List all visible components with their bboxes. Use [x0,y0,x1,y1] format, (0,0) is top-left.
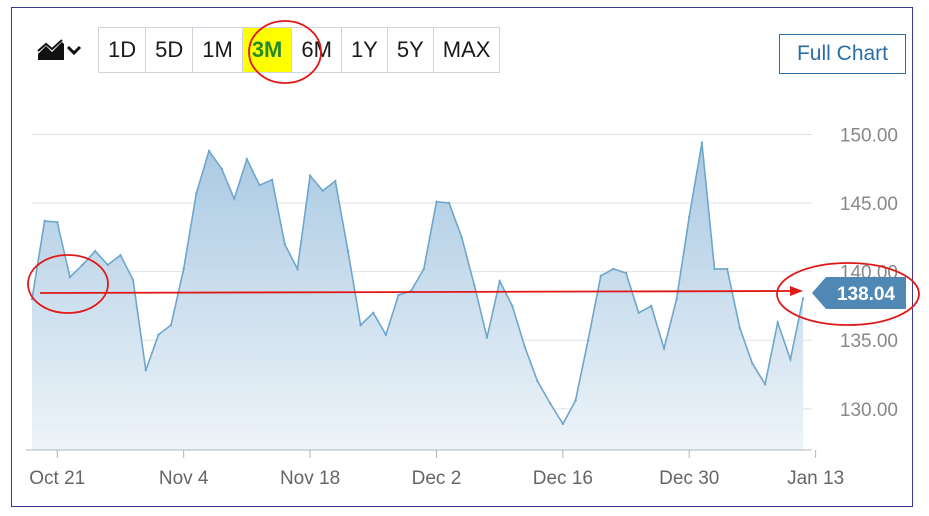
area-chart-icon [37,39,64,60]
data-point [56,221,59,224]
data-point [561,422,565,426]
data-point [321,189,324,192]
data-point [586,339,590,342]
annotation-circle-start [27,254,109,314]
data-point [233,197,236,201]
data-point [460,236,463,239]
data-point [498,280,501,283]
data-point [207,149,211,153]
range-button-max[interactable]: MAX [442,37,491,62]
data-point [372,311,375,314]
data-point [43,219,46,223]
data-point [549,402,552,405]
price-line [31,142,804,426]
range-button-1m[interactable]: 1M [193,28,243,72]
data-point [763,382,767,386]
data-point [220,167,223,170]
annotation-circle-price [776,262,920,326]
data-point [700,141,704,144]
x-tick-label: Dec 2 [412,468,462,489]
current-price-tag: 138.04 [776,262,920,326]
x-tick-label: Nov 18 [280,468,340,489]
data-point [511,304,514,308]
range-selector: 1D 5D 1M 3M 6M 1Y 5Y MAX [98,27,501,73]
data-point [334,179,337,183]
range-button-5y[interactable]: 5Y [388,28,434,72]
data-point [688,215,691,218]
chevron-down-icon [66,45,82,56]
data-point [447,201,451,205]
y-tick-label: 130.00 [840,400,898,421]
data-point [346,249,350,253]
x-tick-label: Dec 30 [659,468,719,489]
data-point [131,278,135,282]
current-price-label: 138.04 [837,284,896,305]
data-point [106,263,110,266]
data-point [195,192,198,195]
data-point [308,174,312,177]
data-point [157,333,160,336]
data-point [473,284,476,287]
data-point [384,333,388,336]
x-tick-label: Oct 21 [29,468,85,489]
annotation-circle-3m [248,20,322,84]
data-point [675,297,678,301]
data-point [738,326,741,330]
annotation-arrowhead [790,286,803,296]
data-point [574,399,577,402]
data-point [359,323,362,327]
data-point [637,311,640,314]
range-button-1d[interactable]: 1D [99,28,147,72]
data-point [94,249,97,253]
data-point [258,184,261,187]
data-point [789,358,792,361]
data-point [283,243,286,246]
y-tick-label: 145.00 [840,194,898,215]
data-point [397,293,400,297]
range-button-5d[interactable]: 5D [146,28,194,72]
data-point [662,347,666,350]
x-axis: Oct 21 Nov 4 Nov 18 Dec 2 Dec 16 Dec 30 Jan 13 [29,450,844,489]
y-tick-label: 150.00 [840,125,898,146]
x-tick-label: Dec 16 [533,468,593,489]
full-chart-button[interactable]: Full Chart [779,34,906,74]
data-point [801,297,805,300]
data-point [713,267,716,271]
data-point [296,267,299,271]
range-button-1y[interactable]: 1Y [342,28,388,72]
data-point [144,369,147,372]
x-tick-label: Nov 4 [159,468,209,489]
data-point [726,267,729,271]
data-point [599,274,602,277]
price-tag-shape [812,277,906,309]
x-tick-label: Jan 13 [787,468,844,489]
data-point [169,323,173,327]
data-point [270,178,274,181]
data-point [612,267,615,271]
data-point [119,254,122,257]
data-point [422,267,425,271]
annotation-layer [27,20,803,314]
data-point [624,271,628,275]
range-button-3m[interactable]: 3M [242,28,293,72]
data-point [182,267,185,271]
chart-type-selector[interactable] [20,27,98,73]
data-point [751,362,754,365]
data-point [485,336,489,339]
price-area [32,142,803,450]
annotation-arrow-line [39,290,791,294]
data-point [81,263,84,266]
chart-toolbar: 1D 5D 1M 3M 6M 1Y 5Y MAX [20,27,501,73]
data-point [523,345,527,349]
data-point [435,200,438,203]
range-button-6m[interactable]: 6M [292,28,342,72]
y-tick-label: 135.00 [840,331,898,352]
data-point [650,304,653,308]
data-point [776,321,779,324]
data-point [245,157,249,161]
data-point [536,380,539,383]
data-point [68,275,72,279]
